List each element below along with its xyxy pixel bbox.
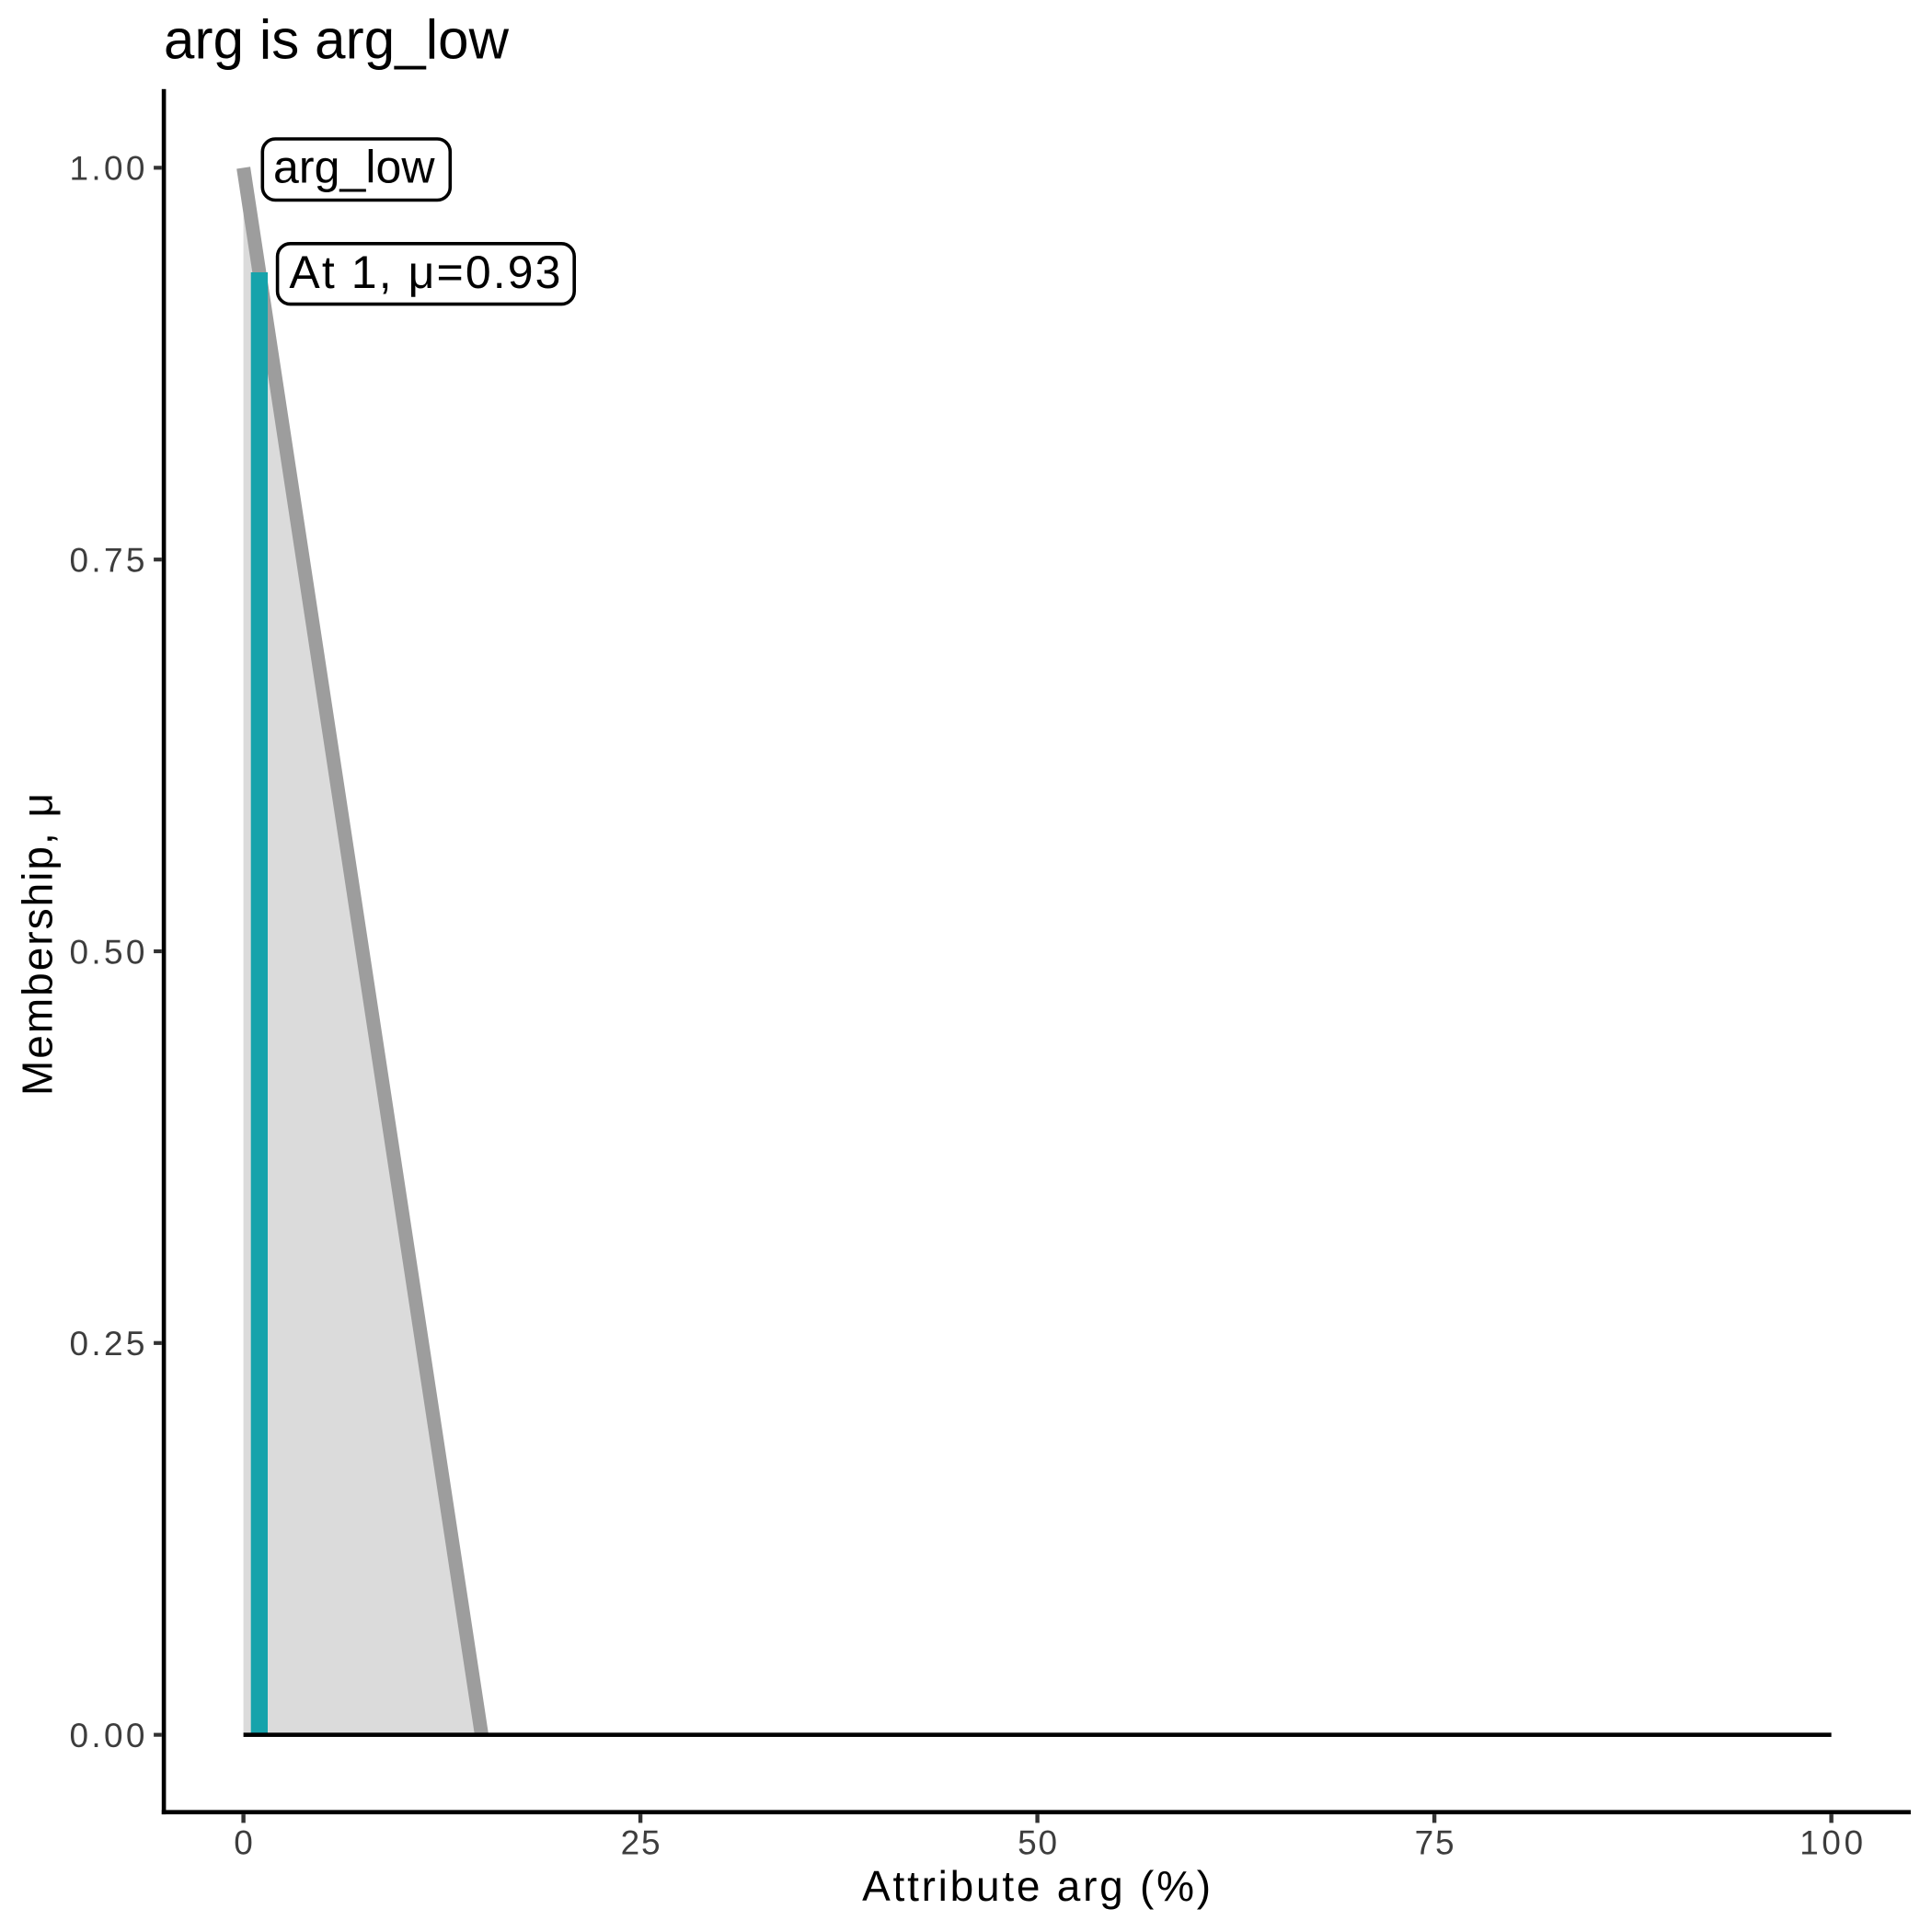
svg-text:100: 100 [1800,1824,1863,1862]
svg-text:0: 0 [234,1824,253,1862]
svg-text:75: 75 [1415,1824,1455,1862]
svg-text:0.50: 0.50 [70,933,145,971]
svg-text:25: 25 [621,1824,661,1862]
svg-text:arg is arg_low: arg is arg_low [164,9,510,71]
svg-text:0.75: 0.75 [70,542,145,580]
svg-text:At 1, μ=0.93: At 1, μ=0.93 [289,247,560,298]
svg-text:Membership, μ: Membership, μ [14,793,62,1096]
svg-text:0.00: 0.00 [70,1717,145,1754]
svg-text:1.00: 1.00 [70,150,145,188]
svg-text:50: 50 [1018,1824,1057,1862]
svg-text:Attribute arg (%): Attribute arg (%) [862,1862,1211,1910]
svg-text:0.25: 0.25 [70,1325,145,1363]
svg-text:arg_low: arg_low [273,142,435,193]
